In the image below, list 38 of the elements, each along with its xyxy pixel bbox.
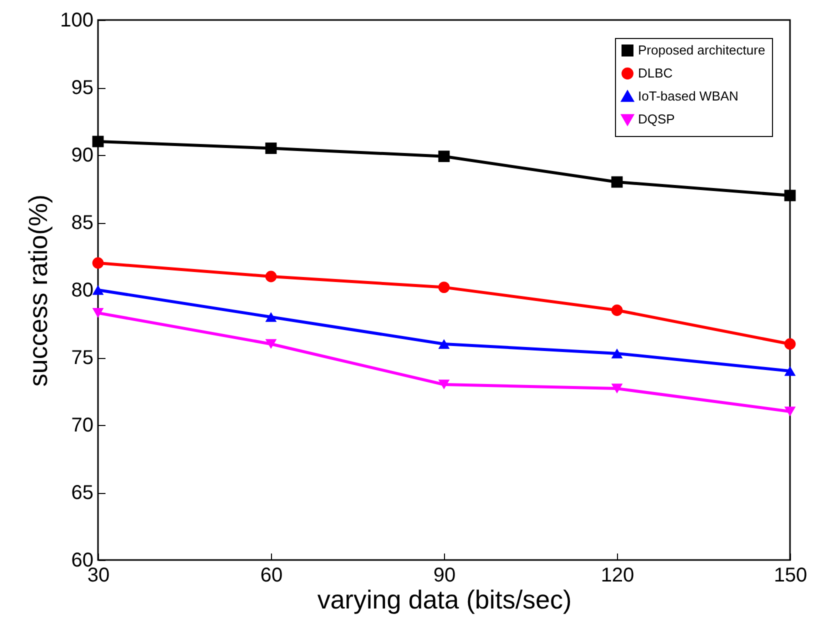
point	[265, 312, 277, 322]
legend-label: DLBC	[638, 66, 673, 80]
y-tick-label: 70	[71, 414, 94, 436]
legend-label: Proposed architecture	[638, 42, 766, 58]
y-axis-title: success ratio(%)	[23, 194, 54, 387]
x-axis-title: varying data (bits/sec)	[317, 584, 572, 614]
point	[784, 406, 796, 416]
x-tick-label: 150	[774, 564, 808, 586]
point	[92, 257, 104, 269]
point	[784, 190, 796, 202]
point	[438, 150, 450, 162]
point	[92, 308, 104, 318]
point	[438, 282, 450, 293]
point	[265, 270, 277, 282]
x-tick-label: 120	[600, 564, 634, 586]
y-tick-label: 75	[71, 347, 94, 369]
y-tick-label: 100	[60, 10, 94, 32]
point	[784, 338, 796, 350]
y-tick-label: 85	[71, 212, 94, 234]
y-tick-label: 90	[71, 144, 94, 166]
point	[611, 304, 623, 316]
point	[438, 339, 450, 349]
point	[611, 176, 623, 188]
point	[611, 384, 623, 394]
point	[265, 339, 277, 349]
point	[92, 285, 104, 295]
point	[92, 136, 104, 148]
legend-label: DQSP	[638, 112, 675, 126]
point	[438, 380, 450, 390]
y-tick-label: 80	[71, 280, 94, 302]
x-tick-label: 60	[260, 564, 283, 586]
y-tick-label: 65	[71, 482, 94, 504]
point	[784, 366, 796, 376]
point	[611, 348, 623, 358]
point	[265, 142, 277, 154]
legend-label: IoT-based WBAN	[638, 88, 738, 104]
x-tick-label: 90	[433, 564, 456, 586]
y-tick-label: 95	[71, 77, 94, 99]
